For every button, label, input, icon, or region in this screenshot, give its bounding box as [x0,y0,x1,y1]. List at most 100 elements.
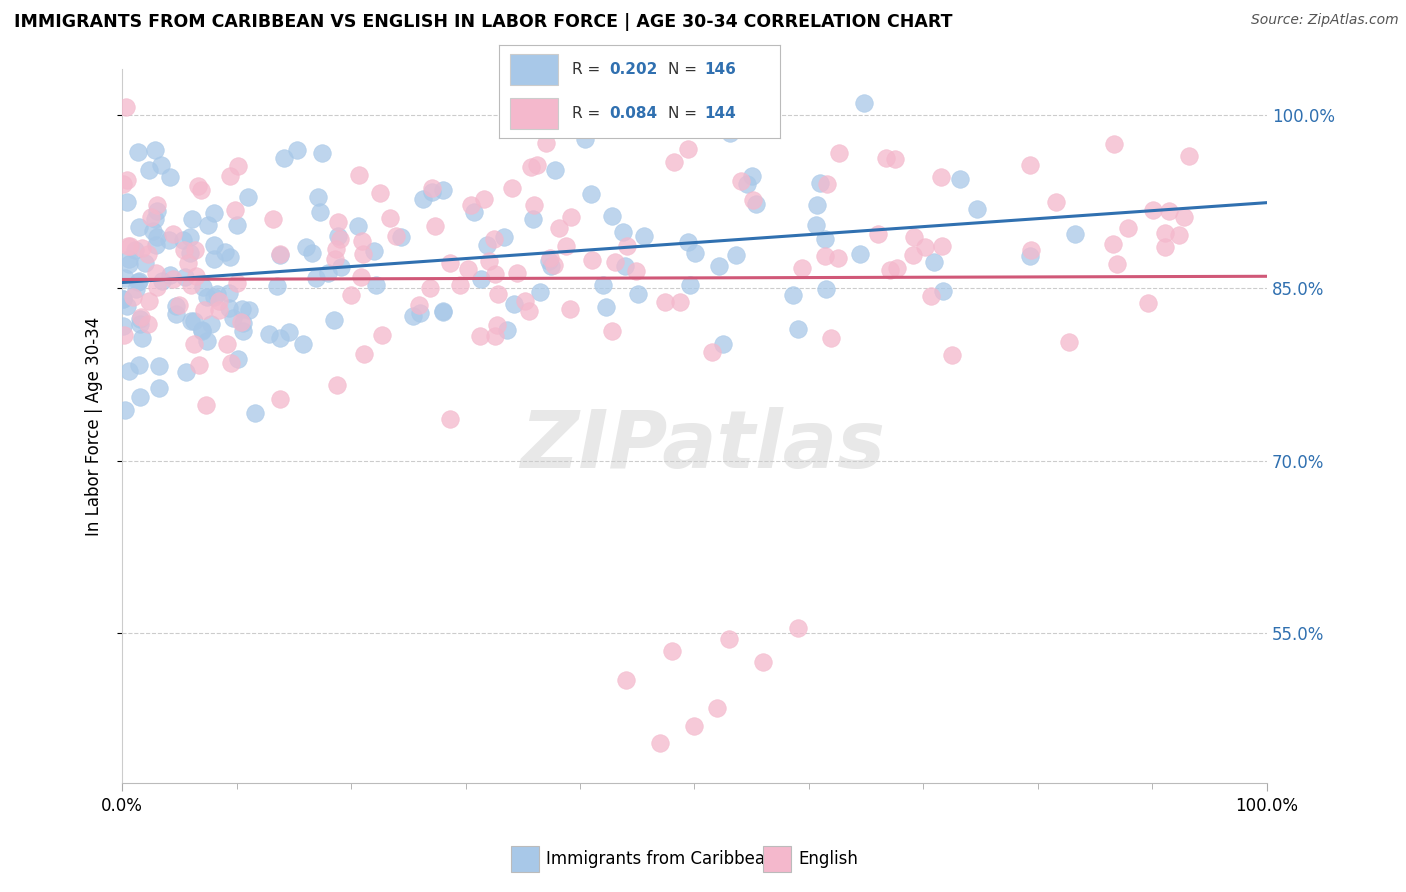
Point [323,313,346,327]
Point [560,301,582,316]
Point [112,327,135,342]
Point [128,274,150,288]
Point [806,198,828,212]
Point [1045,194,1067,209]
Point [1021,243,1043,257]
Point [560,210,582,224]
Point [364,278,387,293]
Text: 144: 144 [704,106,737,121]
Point [180,314,202,328]
Point [804,218,827,232]
Point [813,249,835,263]
Point [218,285,240,300]
Point [340,288,363,302]
Point [879,263,901,277]
Point [141,210,163,224]
Point [187,178,209,193]
Point [245,407,267,421]
Point [197,218,219,232]
Point [515,293,537,308]
Point [1173,211,1195,225]
Point [323,252,346,266]
Point [868,227,890,241]
Point [326,228,349,243]
Point [790,260,813,275]
Point [827,145,849,160]
Text: IMMIGRANTS FROM CARIBBEAN VS ENGLISH IN LABOR FORCE | AGE 30-34 CORRELATION CHAR: IMMIGRANTS FROM CARIBBEAN VS ENGLISH IN … [14,13,952,31]
Text: R =: R = [572,106,606,121]
Point [683,246,706,260]
Point [112,292,135,306]
Point [228,160,250,174]
Point [432,304,454,318]
Point [463,205,485,219]
Point [173,270,195,285]
Point [1105,257,1128,271]
Point [129,312,152,326]
Point [115,173,138,187]
Point [307,189,329,203]
Point [277,325,299,339]
Point [157,234,180,248]
Point [273,151,295,165]
Point [165,299,187,313]
Point [1063,227,1085,241]
Point [425,219,447,234]
Point [486,286,509,301]
Point [191,323,214,337]
Point [554,239,576,253]
Point [932,284,955,298]
Point [439,256,461,270]
Point [814,282,837,296]
Point [460,197,482,211]
Point [574,131,596,145]
Point [131,241,153,255]
Point [711,336,734,351]
Point [325,378,347,392]
Point [177,255,200,269]
Point [1142,203,1164,218]
Point [145,238,167,252]
Point [143,212,166,227]
Point [180,278,202,293]
Point [145,198,167,212]
Point [1116,221,1139,235]
Point [1018,158,1040,172]
Point [112,178,135,192]
Point [190,324,212,338]
Point [350,270,373,285]
Point [501,180,523,194]
Point [735,177,758,191]
Point [329,260,352,274]
Point [117,239,139,253]
Text: ZIPatlas: ZIPatlas [520,407,886,485]
Point [238,302,260,317]
Point [138,294,160,309]
Point [370,186,392,201]
Point [159,169,181,184]
Point [931,239,953,253]
Point [148,359,170,373]
Point [475,237,498,252]
Point [380,211,402,225]
Point [159,268,181,283]
Point [626,286,648,301]
Point [432,305,454,319]
Point [172,233,194,247]
Point [1167,228,1189,243]
Point [269,392,291,406]
Text: 0.202: 0.202 [609,62,657,77]
Point [875,151,897,165]
Point [202,206,225,220]
Point [114,402,136,417]
Point [745,197,768,211]
Point [205,287,228,301]
Point [579,187,602,202]
Point [520,160,543,174]
Point [128,317,150,331]
Point [138,163,160,178]
Point [526,158,548,172]
Text: Source: ZipAtlas.com: Source: ZipAtlas.com [1251,13,1399,28]
Point [506,266,529,280]
Point [195,334,218,348]
